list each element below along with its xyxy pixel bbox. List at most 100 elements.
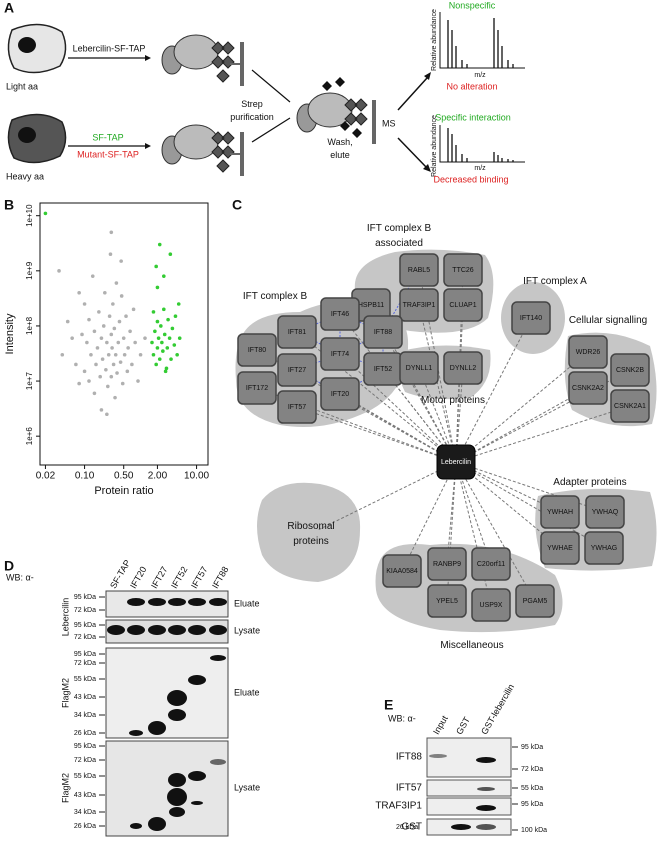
point [122,352,127,357]
antibody-label: FlagM2 [60,678,70,708]
node [237,333,277,367]
point [116,340,121,345]
point [165,346,170,350]
node-label: IFT27 [288,367,306,374]
node-label: PGAM5 [523,598,548,605]
point [43,211,48,216]
point [109,332,114,337]
edge [455,405,631,463]
complex-mixed [296,77,376,144]
point [87,379,91,383]
marker-label: 72 kDa [74,607,96,614]
complex [211,41,235,83]
marker-label: 100 kDa [521,827,547,834]
point [169,357,173,361]
band [148,721,166,735]
protein [173,124,219,160]
band [127,598,145,606]
spectrum-footer: No alteration [446,81,497,91]
point [119,294,124,298]
edge [455,369,631,463]
node [399,288,439,322]
spectrum-y-label: Relative abundance [431,115,438,177]
node-label: CLUAP1 [449,302,476,309]
node [610,353,650,387]
group-label: Cellular signalling [569,315,647,326]
point [77,290,81,295]
marker-label: 34 kDa [74,712,96,719]
point [136,379,140,383]
point [131,307,136,312]
node-label: IFT57 [288,404,306,411]
edge [455,461,605,549]
panel-label: C [232,197,242,213]
band [167,788,187,806]
node [277,353,317,387]
blot [426,779,512,797]
lane-label: GST-lebercilin [479,682,516,736]
node-label: DYNLL2 [450,365,477,372]
point [106,352,111,357]
node-label: RANBP9 [433,561,461,568]
band [129,730,143,736]
point [173,314,178,319]
lane-label: IFT27 [149,565,169,590]
node-label: C20orf11 [477,561,505,568]
node [540,531,580,565]
blot [426,797,512,816]
point [153,329,157,334]
node-label: IFT20 [331,391,349,398]
point [130,362,134,367]
band [210,655,226,661]
lane-label: IFT57 [189,565,209,590]
band [477,787,495,791]
node [443,351,483,385]
fraction-label: Eluate [234,687,260,697]
band [127,625,145,635]
point [112,326,117,331]
point [177,336,182,340]
point [85,340,89,345]
point [151,352,156,357]
group-label: IFT complex B [243,291,308,302]
x-tick-label: 0.10 [75,471,95,482]
point [128,329,132,334]
complex-bottom [161,124,244,176]
point [150,340,154,345]
point [162,307,166,312]
band [476,805,496,811]
band [168,709,186,721]
node-label: YWHAE [547,545,573,552]
point [154,362,158,367]
marker-label: 26 kDa [396,824,418,831]
cell-label: Light aa [6,81,38,91]
point [107,314,112,319]
spectrum-x-label: m/z [474,72,486,79]
point [157,242,162,247]
antibody-label: Lebercilin [60,598,70,637]
y-tick-label: 1e+6 [25,427,34,446]
point [99,336,104,340]
node [320,377,360,411]
marker-label: 72 kDa [74,634,96,641]
spectrum-peaks [447,128,514,162]
edge [455,387,589,463]
group-label-line: Motor proteins [421,395,485,406]
marker-label: 72 kDa [74,660,96,667]
antibody-label: GST [401,822,422,833]
edge [455,461,492,606]
antibody-label: FlagM2 [60,773,70,803]
band [169,807,185,817]
cell-heavy [7,113,67,164]
node-label: IFT81 [288,329,306,336]
point [65,319,70,324]
node [399,253,439,287]
node [277,315,317,349]
arrowhead [423,164,431,172]
point [133,340,137,345]
antibody-label: IFT57 [396,783,423,794]
step-line: Strep [241,99,263,109]
arrowhead [145,143,151,149]
complex [211,131,235,173]
